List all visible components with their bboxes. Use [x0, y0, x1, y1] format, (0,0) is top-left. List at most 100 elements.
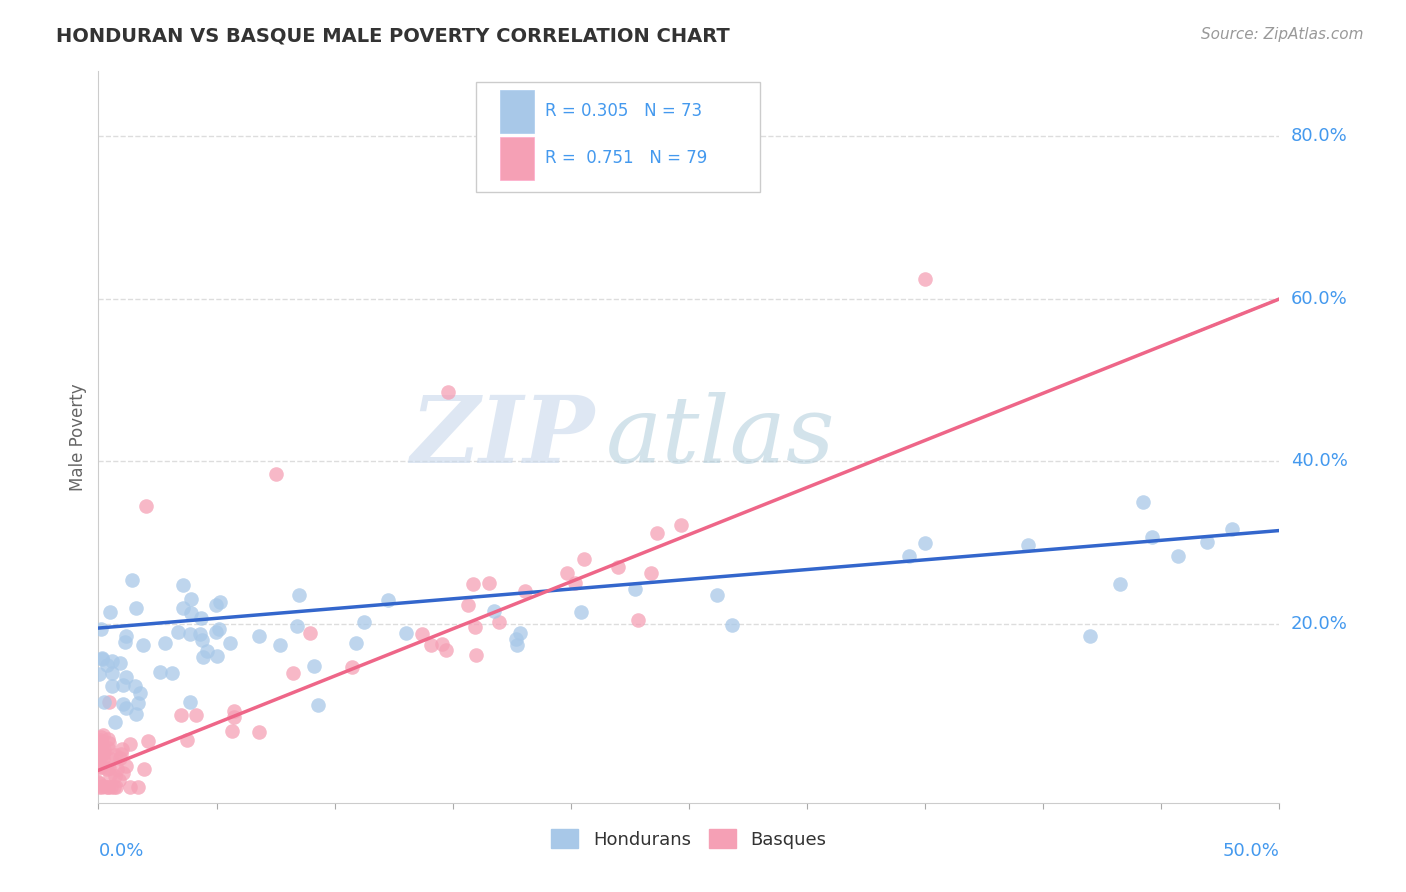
Point — [219, 636, 242, 650]
Point — [90, 780, 112, 794]
Point — [87, 666, 110, 681]
Point — [1080, 629, 1102, 643]
Point — [125, 601, 148, 615]
Point — [353, 615, 375, 630]
Point — [93, 695, 115, 709]
Point — [112, 697, 135, 711]
Point — [302, 658, 325, 673]
Point — [100, 752, 122, 766]
Point — [457, 598, 479, 612]
Point — [129, 686, 152, 700]
Text: HONDURAN VS BASQUE MALE POVERTY CORRELATION CHART: HONDURAN VS BASQUE MALE POVERTY CORRELAT… — [56, 27, 730, 45]
Point — [419, 638, 441, 652]
Text: atlas: atlas — [606, 392, 835, 482]
Point — [488, 615, 510, 630]
Point — [132, 762, 155, 776]
Point — [1220, 522, 1243, 536]
Point — [184, 707, 207, 722]
Point — [111, 742, 134, 756]
Point — [623, 582, 645, 596]
Point — [461, 577, 484, 591]
Point — [914, 536, 936, 550]
Point — [87, 743, 110, 757]
Point — [110, 747, 132, 761]
Point — [108, 751, 131, 765]
Text: ZIP: ZIP — [411, 392, 595, 482]
Point — [482, 604, 505, 618]
Point — [430, 637, 453, 651]
Point — [135, 499, 157, 513]
Point — [222, 710, 245, 724]
Point — [555, 566, 578, 581]
Point — [105, 762, 128, 776]
Point — [155, 636, 177, 650]
Point — [90, 735, 112, 749]
Point — [208, 622, 231, 636]
Point — [90, 759, 112, 773]
Point — [572, 552, 595, 566]
Point — [299, 625, 322, 640]
Point — [97, 695, 120, 709]
Point — [1167, 549, 1189, 563]
Point — [98, 605, 121, 619]
Point — [115, 670, 138, 684]
Point — [97, 761, 120, 775]
Point — [513, 584, 536, 599]
Point — [1142, 530, 1164, 544]
Point — [167, 625, 190, 640]
Point — [205, 648, 228, 663]
Point — [132, 639, 155, 653]
Point — [571, 605, 593, 619]
Point — [91, 728, 114, 742]
Point — [118, 780, 141, 794]
Point — [222, 704, 245, 718]
Point — [127, 696, 149, 710]
Point — [720, 618, 742, 632]
Point — [101, 666, 124, 681]
Point — [100, 780, 122, 794]
Point — [607, 560, 630, 574]
Point — [478, 575, 501, 590]
Point — [898, 549, 921, 563]
Point — [247, 724, 270, 739]
Y-axis label: Male Poverty: Male Poverty — [69, 384, 87, 491]
Point — [121, 574, 143, 588]
Point — [100, 655, 122, 669]
Point — [640, 566, 662, 580]
Point — [103, 780, 125, 794]
Point — [97, 732, 120, 747]
Point — [195, 644, 218, 658]
Point — [434, 643, 457, 657]
Point — [437, 385, 460, 400]
Point — [125, 706, 148, 721]
Point — [344, 636, 367, 650]
Point — [269, 638, 291, 652]
Point — [172, 601, 194, 615]
Point — [205, 625, 228, 640]
Point — [90, 652, 112, 666]
Point — [205, 598, 228, 612]
Point — [104, 769, 127, 783]
Point — [190, 633, 212, 648]
Point — [115, 629, 138, 643]
Point — [100, 679, 122, 693]
Point — [179, 695, 201, 709]
Text: R =  0.751   N = 79: R = 0.751 N = 79 — [546, 149, 707, 168]
Point — [411, 626, 433, 640]
Point — [91, 752, 114, 766]
Point — [89, 759, 111, 773]
Point — [247, 629, 270, 643]
Point — [564, 576, 586, 591]
Point — [188, 627, 211, 641]
Point — [91, 651, 114, 665]
Point — [124, 679, 146, 693]
Point — [90, 739, 112, 753]
Point — [104, 747, 127, 762]
Point — [127, 780, 149, 794]
Point — [193, 650, 215, 665]
Point — [176, 732, 198, 747]
Point — [914, 271, 936, 285]
Point — [108, 657, 131, 671]
Point — [464, 620, 486, 634]
Point — [1132, 495, 1154, 509]
